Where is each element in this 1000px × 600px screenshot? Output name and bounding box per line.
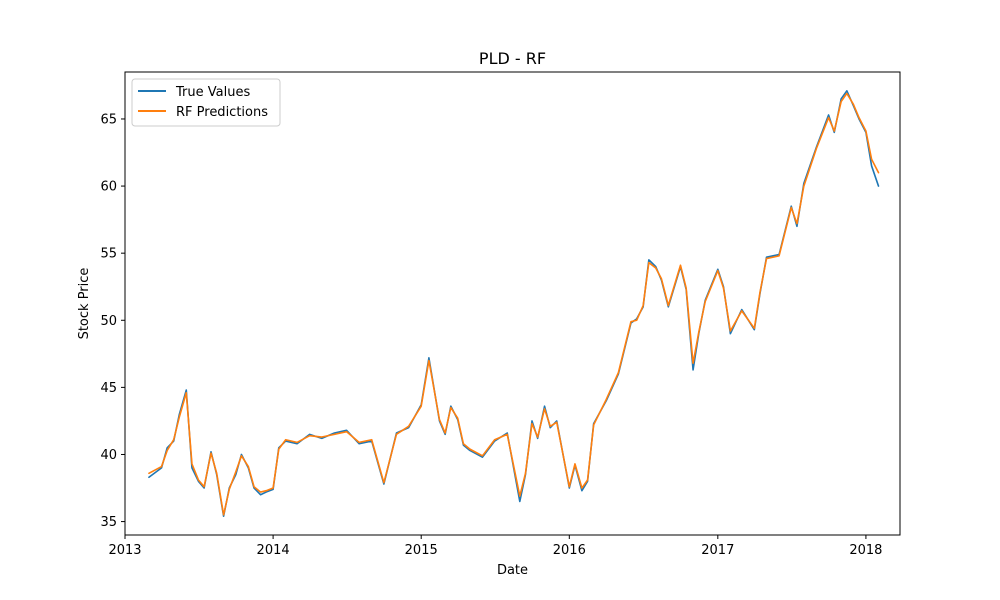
y-tick-label: 45 xyxy=(100,381,117,396)
legend-label-rf-predictions: RF Predictions xyxy=(176,105,268,120)
legend-box xyxy=(131,78,281,127)
x-tick-label: 2015 xyxy=(405,543,438,558)
y-tick-label: 50 xyxy=(100,314,117,329)
legend-label-true-values: True Values xyxy=(175,85,250,100)
x-tick-label: 2016 xyxy=(553,543,586,558)
plot-area xyxy=(148,89,880,518)
x-tick-label: 2017 xyxy=(701,543,734,558)
y-tick-label: 60 xyxy=(100,180,117,195)
y-tick-label: 40 xyxy=(100,448,117,463)
y-axis-label: Stock Price xyxy=(77,268,92,340)
y-tick-label: 35 xyxy=(100,515,117,530)
axes: 2013 2014 2015 2016 2017 2018 35 40 45 50 55 60 65 xyxy=(100,112,882,558)
x-axis-label: Date xyxy=(497,563,528,578)
plot-frame xyxy=(124,71,901,536)
chart-title: PLD - RF xyxy=(479,49,546,68)
y-tick-label: 65 xyxy=(100,112,117,127)
x-tick-label: 2013 xyxy=(108,543,141,558)
x-tick-label: 2018 xyxy=(849,543,882,558)
y-tick-label: 55 xyxy=(100,247,117,262)
x-tick-label: 2014 xyxy=(257,543,290,558)
legend: True Values RF Predictions xyxy=(131,78,281,127)
series-line-rf-predictions xyxy=(148,92,880,516)
